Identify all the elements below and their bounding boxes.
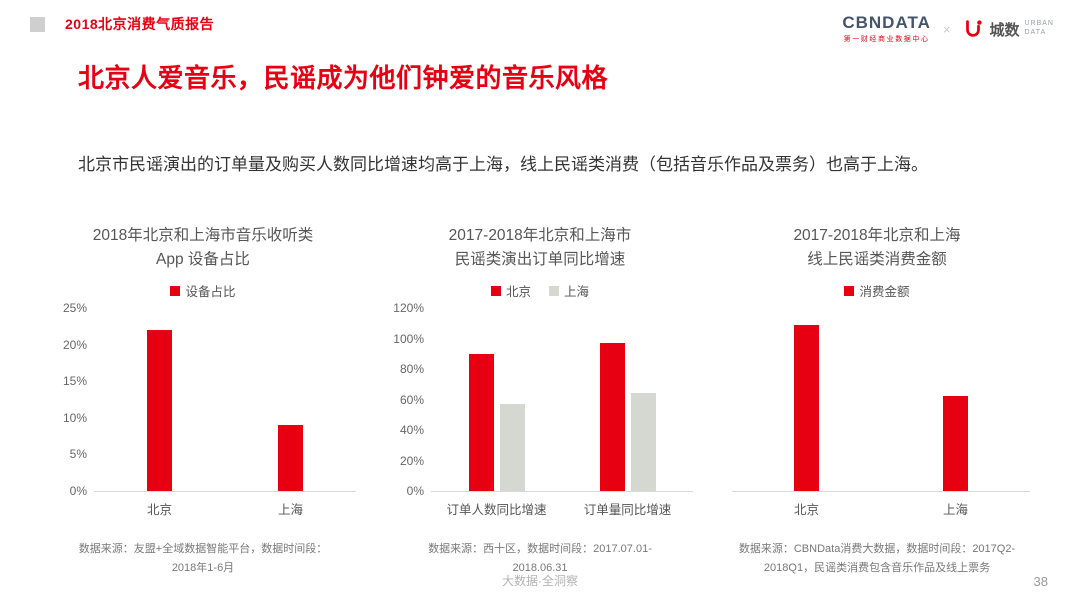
- logo-separator-icon: ×: [942, 21, 951, 37]
- footer-slogan: 大数据·全洞察: [502, 574, 578, 588]
- urban-data-subtitle-line2: DATA: [1024, 29, 1047, 36]
- bar: [794, 325, 819, 492]
- chart-legend: 设备占比: [50, 281, 356, 300]
- legend-swatch: [549, 285, 559, 296]
- bars-area: [94, 308, 356, 493]
- urban-data-wordmark: 城数: [989, 21, 1020, 39]
- urban-data-logo: 城数 URBAN DATA: [962, 18, 1054, 40]
- bar-group: [732, 325, 881, 492]
- legend-swatch: [490, 285, 501, 296]
- cbndata-wordmark: CBNDATA: [842, 13, 931, 32]
- y-tick-label: 10%: [62, 410, 87, 425]
- y-axis: 0% 5% 10% 15% 20% 25%: [50, 301, 94, 498]
- chart-title: 2018年北京和上海市音乐收听类 App 设备占比: [92, 227, 314, 269]
- y-tick-label: 60%: [399, 392, 424, 407]
- legend-item: 上海: [549, 281, 589, 300]
- bar: [630, 393, 656, 492]
- chart-1: 2018年北京和上海市音乐收听类 App 设备占比设备占比 0% 5% 10% 15% 20…: [50, 224, 356, 577]
- y-tick-label: 40%: [399, 423, 424, 438]
- bar: [499, 404, 525, 492]
- report-series-title: 2018北京消费气质报告: [65, 16, 215, 32]
- y-tick-label: 20%: [62, 337, 87, 352]
- y-tick-label: 120%: [393, 301, 424, 316]
- y-tick-label: 80%: [399, 362, 424, 377]
- legend-item: 北京: [490, 281, 531, 300]
- y-tick-label: 0%: [69, 484, 87, 499]
- chart-legend: 消费金额: [724, 281, 1030, 300]
- charts-row: 2018年北京和上海市音乐收听类 App 设备占比设备占比 0% 5% 10% 15% 20…: [50, 224, 1030, 577]
- legend-item: 设备占比: [170, 281, 236, 300]
- category-labels: 北京 上海: [732, 499, 1030, 518]
- header-left: 2018北京消费气质报告: [30, 14, 214, 34]
- y-tick-label: 15%: [62, 374, 87, 389]
- chart-title: 2017-2018年北京和上海市 民谣类演出订单同比增速: [448, 227, 632, 269]
- urban-data-icon: [962, 18, 984, 40]
- bars-region: 北京 上海: [94, 308, 356, 518]
- legend-label: 设备占比: [185, 285, 236, 300]
- bar: [943, 396, 968, 492]
- bar: [468, 354, 494, 492]
- bar-group: [431, 354, 562, 492]
- bar: [278, 425, 303, 492]
- legend-label: 上海: [564, 285, 590, 300]
- y-tick-label: 100%: [393, 331, 424, 346]
- y-axis: 0% 20% 40% 60% 80% 100% 120%: [387, 301, 431, 498]
- urban-data-subtitle: URBAN DATA: [1024, 20, 1054, 38]
- bars-region: 北京 上海: [732, 308, 1030, 518]
- header-logos: CBNDATA 第一财经商业数据中心 × 城数 URBAN DATA: [842, 14, 1054, 44]
- chart-source: 数据来源：CBNData消费大数据，数据时间段：2017Q2- 2018Q1，民谣…: [738, 543, 1016, 574]
- chart-3: 2017-2018年北京和上海 线上民谣类消费金额消费金额北京 上海数据来源：CBN…: [724, 224, 1030, 577]
- page-number: 38: [1033, 574, 1048, 589]
- category-label: 订单人数同比增速: [446, 503, 547, 518]
- legend-swatch: [844, 285, 855, 296]
- chart-source: 数据来源：西十区，数据时间段：2017.07.01- 2018.06.31: [428, 543, 652, 574]
- category-label: 北京: [146, 503, 172, 518]
- cbndata-logo: CBNDATA 第一财经商业数据中心: [842, 14, 931, 44]
- plot-area: 北京 上海: [724, 308, 1030, 518]
- category-label: 上海: [277, 503, 303, 518]
- category-label: 上海: [942, 503, 968, 518]
- category-label: 订单量同比增速: [583, 503, 672, 518]
- legend-swatch: [170, 285, 181, 296]
- plot-area: 0% 5% 10% 15% 20% 25% 北京 上海: [50, 301, 356, 518]
- bar-group: [94, 330, 225, 492]
- legend-label: 消费金额: [859, 285, 910, 300]
- cbndata-subtitle: 第一财经商业数据中心: [843, 36, 930, 43]
- y-tick-label: 20%: [399, 453, 424, 468]
- chart-2: 2017-2018年北京和上海市 民谣类演出订单同比增速北京 上海 0% 20% 40% 6…: [387, 224, 693, 577]
- header: 2018北京消费气质报告 CBNDATA 第一财经商业数据中心 × 城数 URB…: [30, 14, 1054, 44]
- bars-region: 订单人数同比增速 订单量同比增速: [431, 308, 693, 518]
- page-subtitle: 北京市民谣演出的订单量及购买人数同比增速均高于上海，线上民谣类消费（包括音乐作品…: [78, 155, 928, 174]
- category-labels: 订单人数同比增速 订单量同比增速: [431, 499, 693, 518]
- category-labels: 北京 上海: [94, 499, 356, 518]
- category-label: 北京: [793, 503, 819, 518]
- legend-label: 北京: [505, 285, 531, 300]
- bar-group: [562, 343, 693, 492]
- bar-group: [225, 425, 356, 492]
- y-axis: [724, 308, 732, 491]
- y-tick-label: 25%: [62, 301, 87, 316]
- report-marker-square: [30, 16, 45, 32]
- page-title: 北京人爱音乐，民谣成为他们钟爱的音乐风格: [78, 63, 609, 93]
- chart-source: 数据来源：友盟+全域数据智能平台，数据时间段： 2018年1-6月: [78, 543, 328, 574]
- bar: [599, 343, 625, 492]
- plot-area: 0% 20% 40% 60% 80% 100% 120% 订单人数同比增速 订单量同比增速: [387, 301, 693, 518]
- urban-data-subtitle-line1: URBAN: [1024, 20, 1054, 28]
- legend-item: 消费金额: [844, 281, 910, 300]
- bar: [147, 330, 172, 492]
- y-tick-label: 5%: [69, 447, 87, 462]
- chart-legend: 北京 上海: [387, 281, 693, 300]
- chart-title: 2017-2018年北京和上海 线上民谣类消费金额: [793, 227, 961, 269]
- bars-area: [732, 308, 1030, 493]
- y-tick-label: 0%: [406, 484, 424, 499]
- bar-group: [881, 396, 1030, 492]
- bars-area: [431, 308, 693, 493]
